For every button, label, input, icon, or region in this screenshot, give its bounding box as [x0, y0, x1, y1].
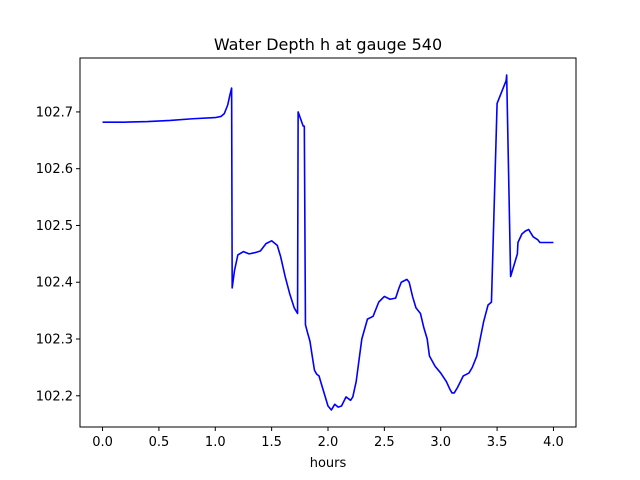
- plot-area-frame: [79, 57, 577, 428]
- x-axis-label: hours: [310, 456, 347, 471]
- y-tick-label: 102.5: [36, 219, 73, 234]
- x-tick-label: 1.5: [261, 435, 282, 450]
- y-axis: 102.2 102.3 102.4 102.5 102.6 102.7: [36, 105, 80, 404]
- x-tick-label: 0.0: [92, 435, 113, 450]
- series-layer: [102, 74, 554, 411]
- y-tick-label: 102.2: [36, 389, 73, 404]
- y-tick-label: 102.3: [36, 333, 73, 348]
- x-tick-label: 2.5: [374, 435, 395, 450]
- x-tick-label: 2.0: [318, 435, 339, 450]
- x-tick-label: 4.0: [543, 435, 564, 450]
- chart-title: Water Depth h at gauge 540: [214, 35, 442, 54]
- series-line: [102, 74, 554, 411]
- y-tick-label: 102.6: [36, 162, 73, 177]
- x-tick-label: 1.0: [205, 435, 226, 450]
- x-axis: 0.0 0.5 1.0 1.5 2.0 2.5 3.0 3.5 4.0: [92, 427, 564, 450]
- x-tick-label: 3.0: [430, 435, 451, 450]
- y-tick-label: 102.7: [36, 105, 73, 120]
- x-tick-label: 3.5: [487, 435, 508, 450]
- x-tick-label: 0.5: [149, 435, 170, 450]
- y-tick-label: 102.4: [36, 276, 73, 291]
